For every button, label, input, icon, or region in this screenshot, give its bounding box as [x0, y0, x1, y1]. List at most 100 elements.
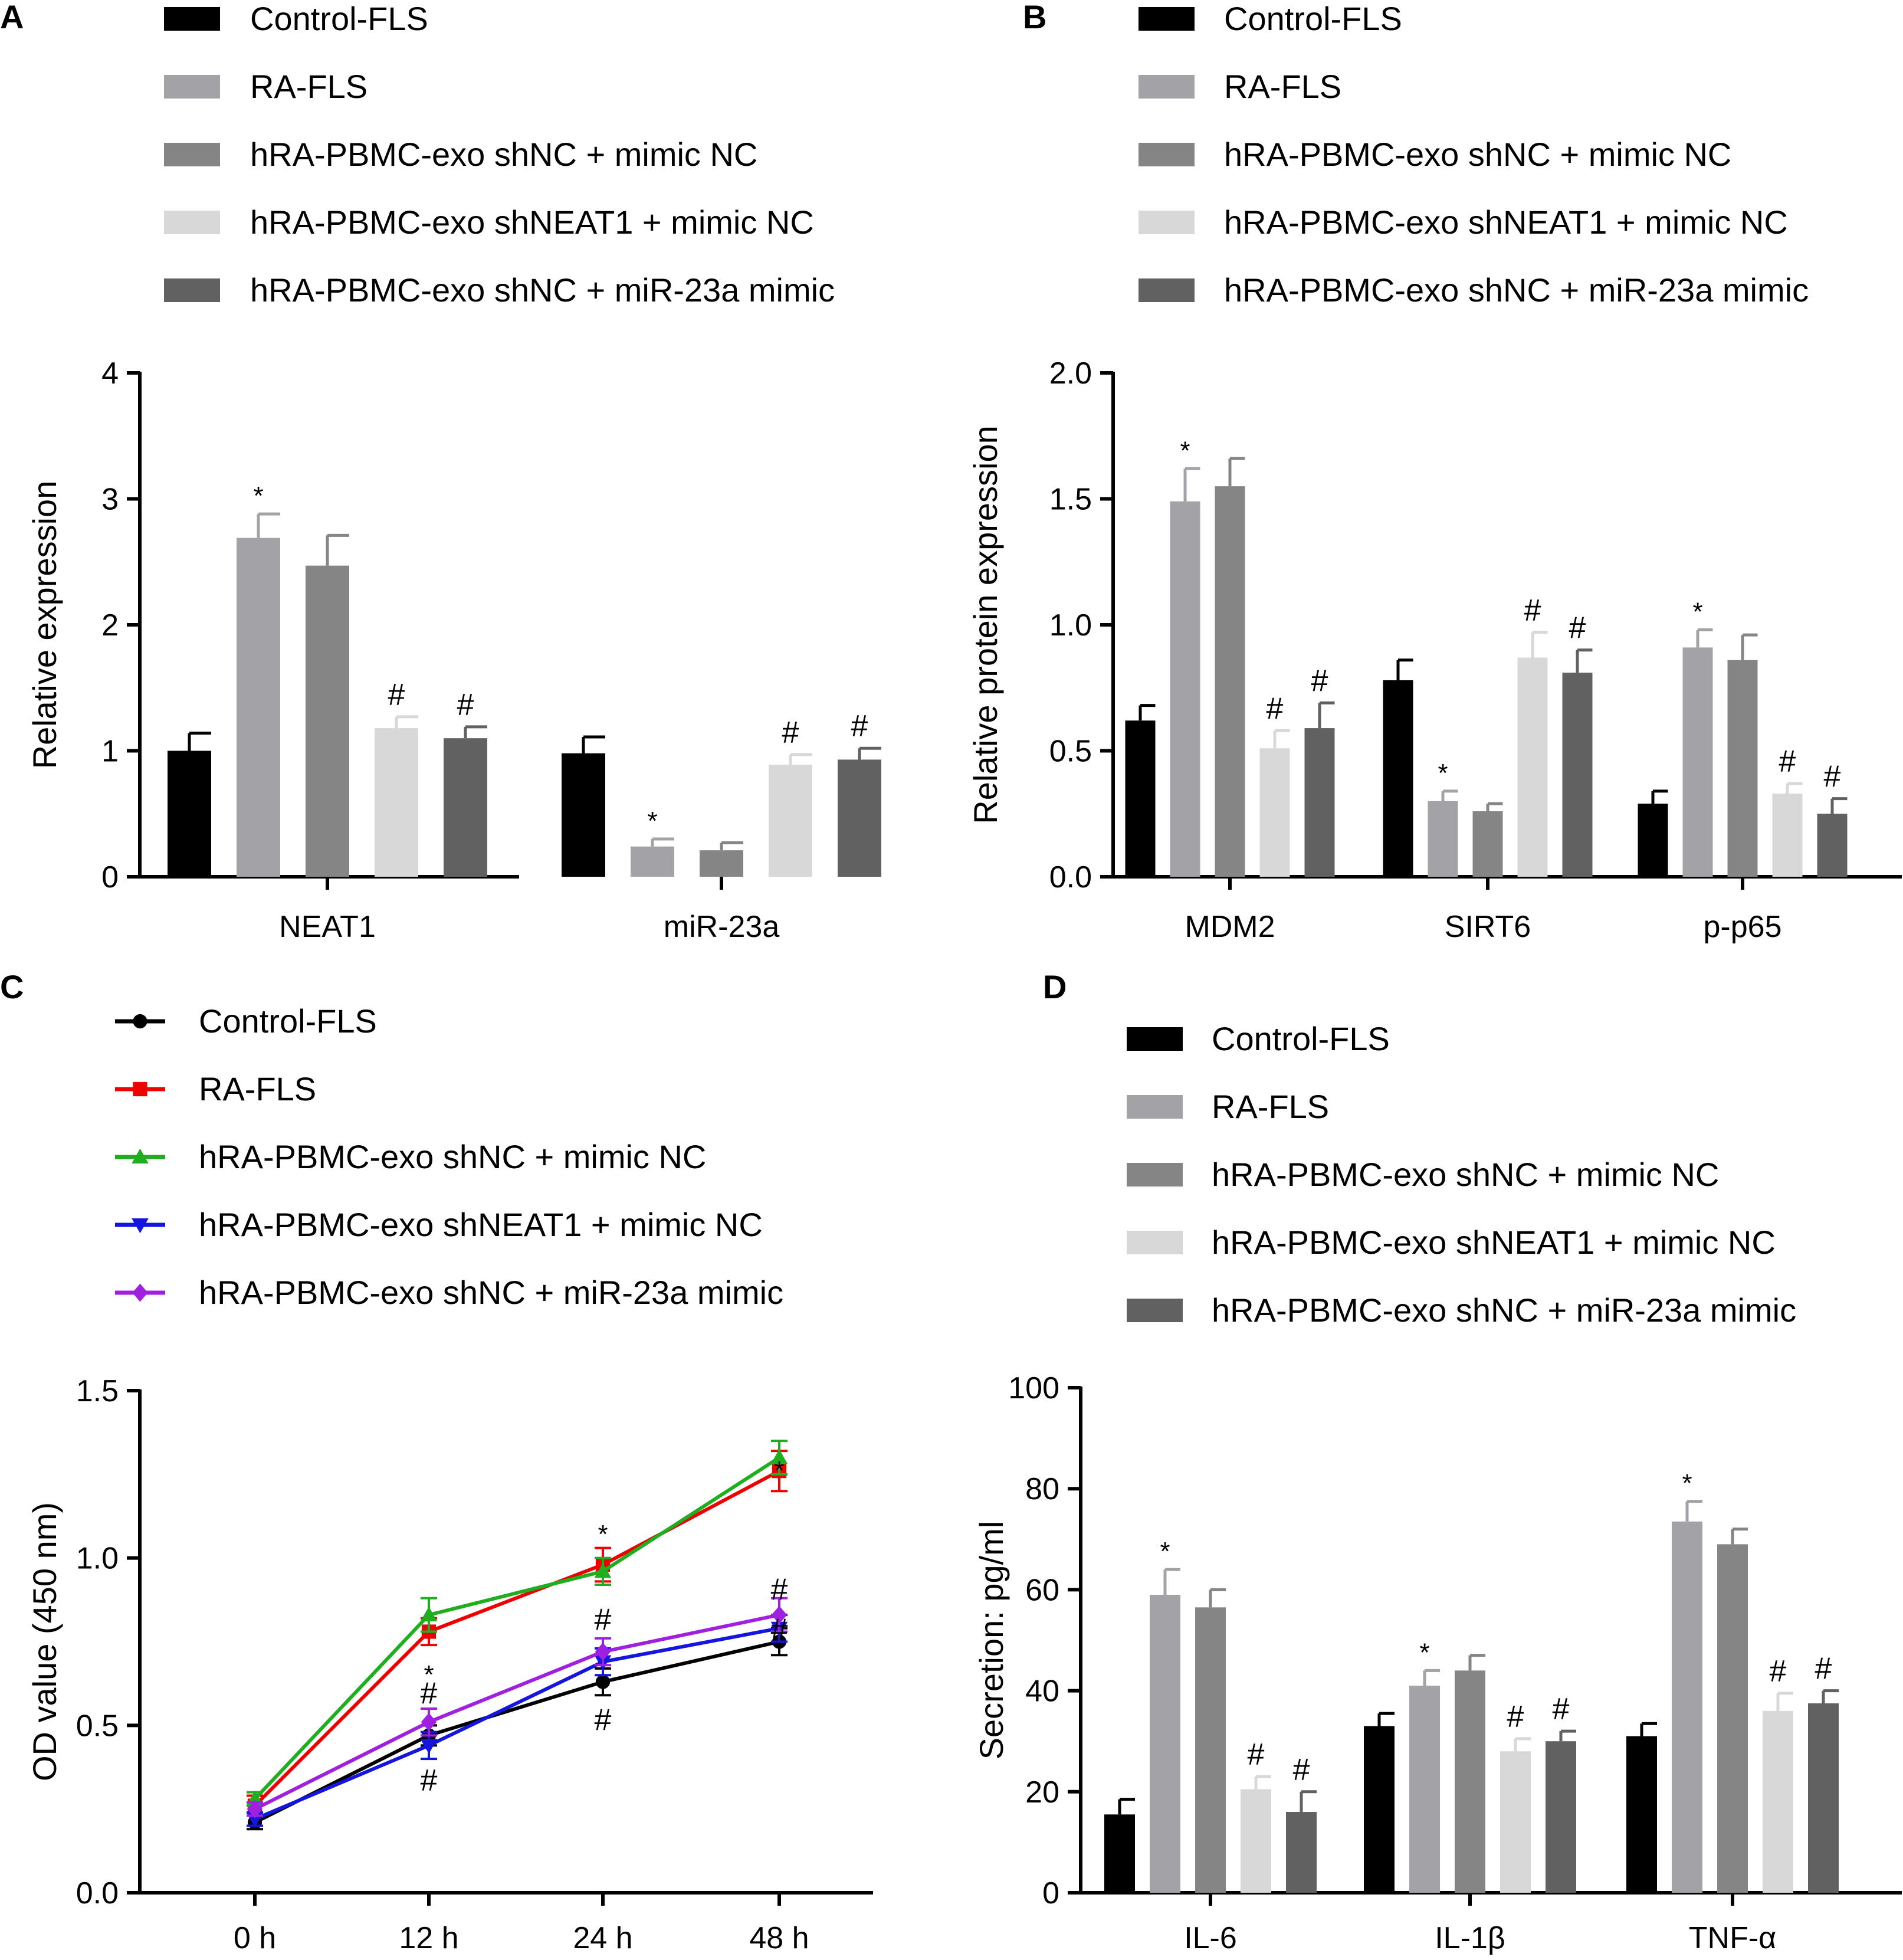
bar [1517, 657, 1548, 877]
y-tick-label: 3 [101, 483, 119, 517]
legend-label: hRA-PBMC-exo shNC + miR-23a mimic [250, 271, 835, 309]
data-point [595, 1674, 611, 1689]
legend: Control-FLS RA-FLS hRA-PBMC-exo shNC + mim… [115, 1002, 783, 1311]
legend-marker [132, 1283, 148, 1302]
data-point [594, 1563, 612, 1578]
legend-label: hRA-PBMC-exo shNC + miR-23a mimic [199, 1274, 783, 1311]
legend-swatch [1138, 7, 1195, 31]
significance-star: * [1692, 598, 1702, 627]
legend-swatch [1127, 1231, 1183, 1254]
legend-item: hRA-PBMC-exo shNC + miR-23a mimic [164, 271, 835, 309]
data-point [420, 1739, 438, 1754]
y-axis-label: Secretion: pg/ml [973, 1521, 1010, 1760]
legend-label: hRA-PBMC-exo shNEAT1 + mimic NC [250, 204, 814, 241]
significance-hash: # [1779, 745, 1796, 779]
legend-label: hRA-PBMC-exo shNC + miR-23a mimic [1224, 271, 1809, 309]
bar [1672, 1521, 1702, 1893]
data-point [771, 1605, 788, 1624]
significance-hash: # [1824, 760, 1841, 794]
bar [700, 850, 743, 877]
y-axis-label: Relative expression [26, 481, 63, 769]
bar [444, 738, 487, 877]
legend-item: RA-FLS [1127, 1088, 1329, 1125]
legend-label: Control-FLS [199, 1002, 377, 1040]
bar [168, 750, 211, 877]
bar [1286, 1812, 1317, 1893]
bar [237, 537, 280, 877]
significance-hash: # [1815, 1652, 1832, 1686]
legend-label: RA-FLS [1224, 68, 1341, 105]
y-tick-label: 0 [1042, 1876, 1059, 1910]
significance-star: * [774, 1456, 784, 1485]
significance-hash: # [1293, 1753, 1310, 1787]
legend-swatch [164, 211, 220, 234]
x-tick-label: SIRT6 [1445, 910, 1531, 944]
legend-label: hRA-PBMC-exo shNEAT1 + mimic NC [1212, 1224, 1776, 1261]
legend-label: hRA-PBMC-exo shNEAT1 + mimic NC [199, 1206, 763, 1243]
y-tick-label: 1.0 [1049, 608, 1092, 643]
legend-swatch [164, 278, 220, 302]
bar [1409, 1686, 1440, 1893]
legend-item: Control-FLS [1138, 0, 1402, 37]
bar [1455, 1670, 1485, 1893]
legend-item: hRA-PBMC-exo shNC + miR-23a mimic [115, 1274, 783, 1311]
legend-marker [133, 1014, 147, 1029]
bar [1170, 501, 1200, 877]
bar [1682, 647, 1713, 877]
significance-hash: # [1569, 611, 1586, 645]
legend-item: RA-FLS [1138, 68, 1341, 105]
bar [1383, 680, 1413, 877]
legend-item: Control-FLS [115, 1002, 377, 1040]
significance-hash: # [851, 709, 868, 743]
legend-label: hRA-PBMC-exo shNC + mimic NC [1212, 1156, 1719, 1193]
bar [1717, 1544, 1748, 1893]
significance-hash: # [457, 688, 474, 722]
bar [1638, 804, 1668, 877]
significance-hash: # [782, 716, 799, 750]
legend-item: hRA-PBMC-exo shNC + mimic NC [164, 136, 757, 173]
significance-star: * [1682, 1469, 1692, 1498]
panel-b: B Control-FLS RA-FLS hRA-PBMC-exo shNC + mi… [967, 0, 1902, 944]
series-line [253, 1469, 780, 1807]
significance-hash: # [1311, 664, 1328, 698]
x-tick-label: IL-6 [1184, 1921, 1237, 1955]
legend-marker [132, 1148, 149, 1163]
legend-swatch [1127, 1299, 1183, 1322]
legend-item: hRA-PBMC-exo shNC + mimic NC [1138, 136, 1731, 173]
legend-swatch [164, 75, 220, 99]
legend-item: RA-FLS [164, 68, 368, 105]
bar [838, 759, 881, 877]
legend-swatch [1127, 1163, 1183, 1187]
significance-hash: # [1553, 1692, 1570, 1726]
panel-d: D Control-FLS RA-FLS hRA-PBMC-exo shNC + mi… [973, 968, 1902, 1955]
legend-item: hRA-PBMC-exo shNEAT1 + mimic NC [115, 1206, 763, 1243]
data-point [247, 1800, 263, 1818]
data-point [420, 1606, 438, 1622]
x-tick-label: NEAT1 [279, 910, 376, 944]
legend-label: hRA-PBMC-exo shNC + miR-23a mimic [1212, 1292, 1796, 1329]
bar [1626, 1736, 1657, 1893]
legend-swatch [164, 7, 220, 31]
bar [1808, 1703, 1839, 1893]
significance-hash: # [1770, 1654, 1787, 1689]
x-tick-label: 48 h [749, 1921, 809, 1955]
legend: Control-FLS RA-FLS hRA-PBMC-exo shNC + mim… [1127, 1020, 1796, 1329]
panel-a: A Control-FLS RA-FLS hRA-PBMC-exo shNC + mi… [0, 0, 881, 944]
bar [1546, 1741, 1576, 1893]
data-point [595, 1643, 611, 1661]
y-tick-label: 0.5 [76, 1709, 119, 1743]
data-point [421, 1713, 437, 1732]
legend: Control-FLS RA-FLS hRA-PBMC-exo shNC + mim… [164, 0, 835, 309]
legend-swatch [1138, 278, 1195, 302]
y-tick-label: 1.0 [76, 1542, 119, 1576]
significance-star: * [1160, 1537, 1170, 1566]
legend-item: hRA-PBMC-exo shNC + mimic NC [115, 1138, 706, 1175]
bar [562, 753, 605, 877]
bar [1763, 1710, 1793, 1893]
y-tick-label: 0.5 [1049, 735, 1092, 769]
legend-item: hRA-PBMC-exo shNC + miR-23a mimic [1127, 1292, 1796, 1329]
legend-item: Control-FLS [164, 0, 428, 37]
significance-star: * [1419, 1638, 1429, 1667]
panel-label: A [0, 0, 24, 35]
legend-label: hRA-PBMC-exo shNC + mimic NC [1224, 136, 1731, 173]
